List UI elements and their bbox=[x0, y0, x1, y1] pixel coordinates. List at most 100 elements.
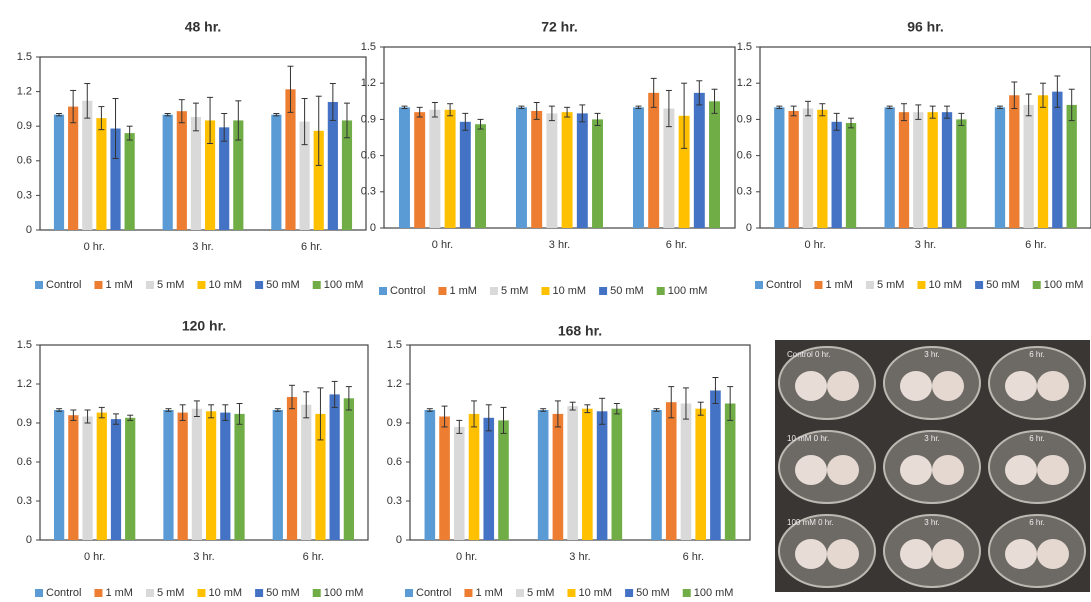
bar bbox=[271, 115, 281, 230]
legend-label: 5 mM bbox=[501, 285, 529, 297]
legend-label: 1 mM bbox=[825, 279, 853, 291]
chart-title: 120 hr. bbox=[182, 318, 226, 334]
bar bbox=[648, 93, 659, 228]
colony bbox=[795, 539, 827, 569]
bar bbox=[538, 410, 549, 540]
figure: 48 hr.00.30.60.91.21.50 hr.3 hr.6 hr.Con… bbox=[0, 0, 1091, 602]
legend-label: 50 mM bbox=[266, 279, 300, 291]
legend-label: 10 mM bbox=[578, 587, 612, 599]
x-tick-label: 3 hr. bbox=[915, 239, 936, 251]
colony bbox=[1005, 539, 1037, 569]
y-tick-label: 0.9 bbox=[17, 120, 32, 132]
bar bbox=[234, 414, 244, 540]
legend-swatch bbox=[625, 589, 633, 597]
bar bbox=[125, 133, 135, 230]
y-tick-label: 0.3 bbox=[737, 186, 752, 198]
photo-label: 10 mM 0 hr. bbox=[787, 434, 829, 443]
legend-label: 10 mM bbox=[552, 285, 586, 297]
colony bbox=[900, 455, 932, 485]
x-tick-label: 3 hr. bbox=[192, 241, 213, 253]
bar bbox=[582, 409, 593, 540]
legend-label: Control bbox=[46, 587, 81, 599]
legend-swatch bbox=[683, 589, 691, 597]
legend-swatch bbox=[975, 281, 983, 289]
x-tick-label: 0 hr. bbox=[456, 551, 477, 563]
y-tick-label: 0.6 bbox=[387, 456, 402, 468]
y-tick-label: 0.6 bbox=[361, 150, 376, 162]
legend-label: 1 mM bbox=[105, 279, 133, 291]
legend-swatch bbox=[35, 281, 43, 289]
y-tick-label: 0.9 bbox=[387, 417, 402, 429]
legend-label: 50 mM bbox=[266, 587, 300, 599]
colony bbox=[900, 371, 932, 401]
legend-swatch bbox=[490, 287, 498, 295]
bar bbox=[710, 391, 721, 541]
bar bbox=[82, 417, 92, 541]
y-tick-label: 0.3 bbox=[361, 186, 376, 198]
bar bbox=[344, 398, 354, 540]
legend-label: 5 mM bbox=[157, 279, 185, 291]
legend-label: 10 mM bbox=[208, 587, 242, 599]
legend-swatch bbox=[755, 281, 763, 289]
bar bbox=[597, 411, 608, 540]
bar bbox=[884, 107, 894, 228]
legend-label: 5 mM bbox=[527, 587, 555, 599]
bar bbox=[577, 113, 588, 228]
legend-label: 1 mM bbox=[475, 587, 503, 599]
colony bbox=[932, 455, 964, 485]
photo-label: 3 hr. bbox=[924, 518, 940, 527]
bar bbox=[475, 124, 486, 228]
x-tick-label: 6 hr. bbox=[1025, 239, 1046, 251]
legend-label: 5 mM bbox=[877, 279, 905, 291]
bar bbox=[774, 107, 784, 228]
legend-swatch bbox=[94, 589, 102, 597]
x-tick-label: 0 hr. bbox=[804, 239, 825, 251]
y-tick-label: 0 bbox=[746, 222, 752, 234]
bar bbox=[928, 112, 938, 228]
bar bbox=[469, 414, 480, 540]
colony bbox=[827, 539, 859, 569]
legend-swatch bbox=[917, 281, 925, 289]
y-tick-label: 1.5 bbox=[17, 339, 32, 351]
bar bbox=[633, 107, 644, 228]
colony bbox=[1037, 455, 1069, 485]
photo-label: 6 hr. bbox=[1029, 518, 1045, 527]
bar bbox=[425, 410, 436, 540]
legend-label: 50 mM bbox=[986, 279, 1020, 291]
bar bbox=[445, 110, 456, 228]
legend-label: 100 mM bbox=[668, 285, 708, 297]
legend-swatch bbox=[1033, 281, 1041, 289]
colony bbox=[900, 539, 932, 569]
bar bbox=[206, 411, 216, 540]
legend-label: 1 mM bbox=[105, 587, 133, 599]
legend-label: 10 mM bbox=[208, 279, 242, 291]
photo-label: 3 hr. bbox=[924, 350, 940, 359]
legend-label: 10 mM bbox=[928, 279, 962, 291]
colony bbox=[827, 371, 859, 401]
x-tick-label: 3 hr. bbox=[549, 239, 570, 251]
y-tick-label: 1.2 bbox=[361, 77, 376, 89]
bar bbox=[399, 107, 410, 228]
legend-swatch bbox=[35, 589, 43, 597]
bar bbox=[330, 394, 340, 540]
bar bbox=[1052, 92, 1062, 228]
bar bbox=[567, 406, 578, 540]
y-tick-label: 0.3 bbox=[387, 495, 402, 507]
bar bbox=[553, 414, 564, 540]
bar bbox=[82, 101, 92, 230]
bar bbox=[651, 410, 662, 540]
x-tick-label: 0 hr. bbox=[432, 239, 453, 251]
x-tick-label: 0 hr. bbox=[84, 551, 105, 563]
legend-label: 5 mM bbox=[157, 587, 185, 599]
colony bbox=[1005, 455, 1037, 485]
legend-swatch bbox=[464, 589, 472, 597]
photo-label: 3 hr. bbox=[924, 434, 940, 443]
bar bbox=[1023, 105, 1033, 228]
legend-swatch bbox=[541, 287, 549, 295]
colony bbox=[1037, 371, 1069, 401]
legend-label: Control bbox=[416, 587, 451, 599]
colony bbox=[827, 455, 859, 485]
bar bbox=[301, 405, 311, 540]
legend-swatch bbox=[197, 589, 205, 597]
bar bbox=[832, 122, 842, 228]
